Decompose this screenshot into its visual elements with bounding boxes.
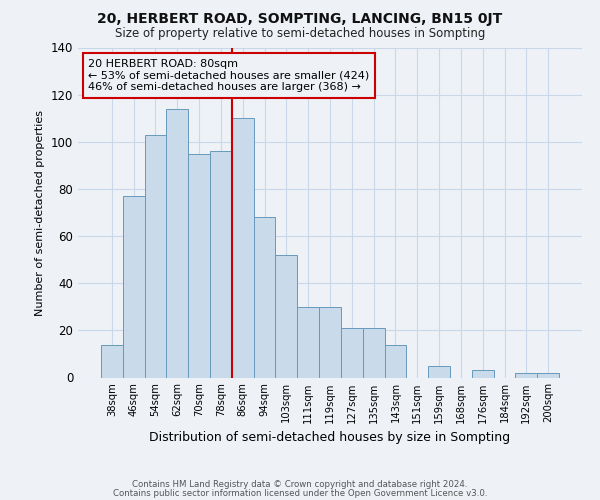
Bar bbox=[166, 109, 188, 378]
Bar bbox=[275, 255, 297, 378]
Bar bbox=[254, 217, 275, 378]
Y-axis label: Number of semi-detached properties: Number of semi-detached properties bbox=[35, 110, 45, 316]
Text: Size of property relative to semi-detached houses in Sompting: Size of property relative to semi-detach… bbox=[115, 28, 485, 40]
Bar bbox=[363, 328, 385, 378]
Bar bbox=[472, 370, 494, 378]
Text: Contains public sector information licensed under the Open Government Licence v3: Contains public sector information licen… bbox=[113, 488, 487, 498]
Bar bbox=[145, 134, 166, 378]
Bar bbox=[101, 344, 123, 378]
Bar bbox=[428, 366, 450, 378]
Bar bbox=[297, 307, 319, 378]
Bar bbox=[385, 344, 406, 378]
Text: 20, HERBERT ROAD, SOMPTING, LANCING, BN15 0JT: 20, HERBERT ROAD, SOMPTING, LANCING, BN1… bbox=[97, 12, 503, 26]
Text: 20 HERBERT ROAD: 80sqm
← 53% of semi-detached houses are smaller (424)
46% of se: 20 HERBERT ROAD: 80sqm ← 53% of semi-det… bbox=[88, 59, 370, 92]
Bar bbox=[232, 118, 254, 378]
Bar bbox=[537, 373, 559, 378]
Bar bbox=[515, 373, 537, 378]
Text: Contains HM Land Registry data © Crown copyright and database right 2024.: Contains HM Land Registry data © Crown c… bbox=[132, 480, 468, 489]
Bar bbox=[123, 196, 145, 378]
X-axis label: Distribution of semi-detached houses by size in Sompting: Distribution of semi-detached houses by … bbox=[149, 431, 511, 444]
Bar bbox=[341, 328, 363, 378]
Bar bbox=[319, 307, 341, 378]
Bar bbox=[210, 151, 232, 378]
Bar bbox=[188, 154, 210, 378]
